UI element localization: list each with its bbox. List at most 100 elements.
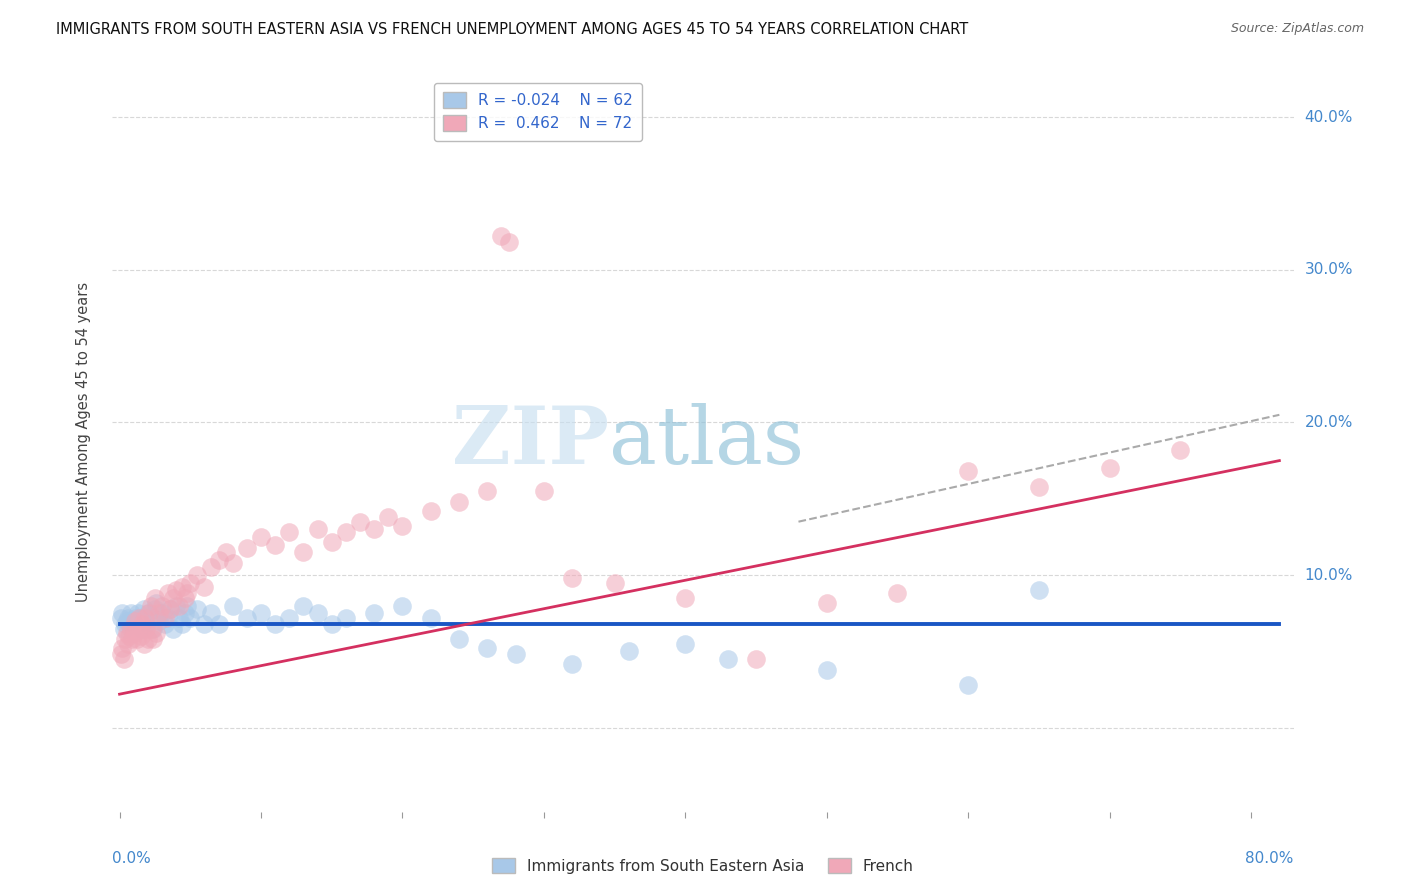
Point (186, 601, 208, 615)
Point (447, 495, 470, 509)
Point (957, 464, 980, 478)
Text: atlas: atlas (609, 402, 804, 481)
Point (673, 591, 696, 605)
Point (1028, 583, 1050, 598)
Point (148, 607, 170, 621)
Point (156, 611, 179, 625)
Text: Source: ZipAtlas.com: Source: ZipAtlas.com (1230, 22, 1364, 36)
Point (148, 614, 170, 628)
Text: 40.0%: 40.0% (1305, 110, 1353, 125)
Point (278, 525, 301, 540)
Point (173, 607, 195, 621)
Point (153, 611, 176, 625)
Point (124, 614, 146, 628)
Point (170, 580, 193, 594)
Point (162, 622, 184, 636)
Point (363, 522, 385, 536)
Point (120, 622, 142, 636)
Point (150, 607, 173, 621)
Point (377, 510, 399, 524)
Point (125, 614, 148, 628)
Point (124, 611, 146, 625)
Point (142, 622, 165, 636)
Point (236, 611, 259, 625)
Text: 10.0%: 10.0% (1305, 567, 1353, 582)
Point (127, 622, 149, 636)
Point (129, 629, 152, 643)
Point (150, 599, 173, 613)
Point (207, 553, 229, 567)
Point (447, 632, 470, 647)
Point (292, 599, 315, 613)
Point (477, 641, 499, 656)
Point (179, 575, 201, 590)
Point (121, 614, 143, 628)
Point (886, 586, 908, 600)
Point (131, 622, 153, 636)
Point (419, 611, 441, 625)
Point (143, 601, 166, 615)
Point (114, 617, 136, 632)
Point (153, 617, 176, 632)
Point (135, 617, 157, 632)
Point (115, 614, 138, 628)
Point (307, 607, 329, 621)
Point (335, 525, 357, 540)
Text: ZIP: ZIP (451, 402, 609, 481)
Point (167, 611, 190, 625)
Point (122, 617, 145, 632)
Text: 20.0%: 20.0% (1305, 415, 1353, 430)
Point (156, 586, 179, 600)
Point (179, 611, 201, 625)
Point (143, 591, 166, 605)
Point (222, 556, 245, 570)
Point (159, 601, 181, 615)
Point (505, 648, 527, 662)
Point (717, 652, 740, 666)
Point (745, 652, 768, 666)
Point (673, 637, 696, 651)
Point (561, 571, 583, 585)
Point (132, 637, 155, 651)
Point (129, 611, 152, 625)
Text: 0.0%: 0.0% (112, 851, 152, 865)
Point (136, 607, 159, 621)
Point (176, 586, 198, 600)
Point (139, 599, 162, 613)
Point (121, 632, 143, 647)
Point (122, 626, 145, 640)
Point (145, 596, 167, 610)
Point (159, 601, 181, 615)
Point (128, 611, 150, 625)
Point (125, 632, 148, 647)
Point (815, 596, 838, 610)
Point (142, 632, 165, 647)
Point (170, 617, 193, 632)
Point (134, 611, 156, 625)
Point (111, 607, 134, 621)
Point (250, 530, 273, 544)
Point (132, 601, 155, 615)
Point (112, 652, 135, 666)
Point (186, 568, 208, 582)
Point (349, 515, 371, 529)
Point (165, 583, 187, 598)
Point (278, 611, 301, 625)
Point (391, 519, 413, 533)
Point (214, 545, 236, 559)
Point (173, 591, 195, 605)
Point (193, 617, 215, 632)
Point (815, 663, 838, 677)
Point (200, 560, 222, 574)
Point (128, 617, 150, 632)
Point (1098, 461, 1121, 475)
Point (110, 648, 132, 662)
Point (222, 599, 245, 613)
Y-axis label: Unemployment Among Ages 45 to 54 years: Unemployment Among Ages 45 to 54 years (76, 282, 91, 601)
Point (138, 607, 160, 621)
Point (141, 622, 163, 636)
Point (335, 611, 357, 625)
Point (321, 534, 343, 549)
Point (391, 599, 413, 613)
Point (292, 545, 315, 559)
